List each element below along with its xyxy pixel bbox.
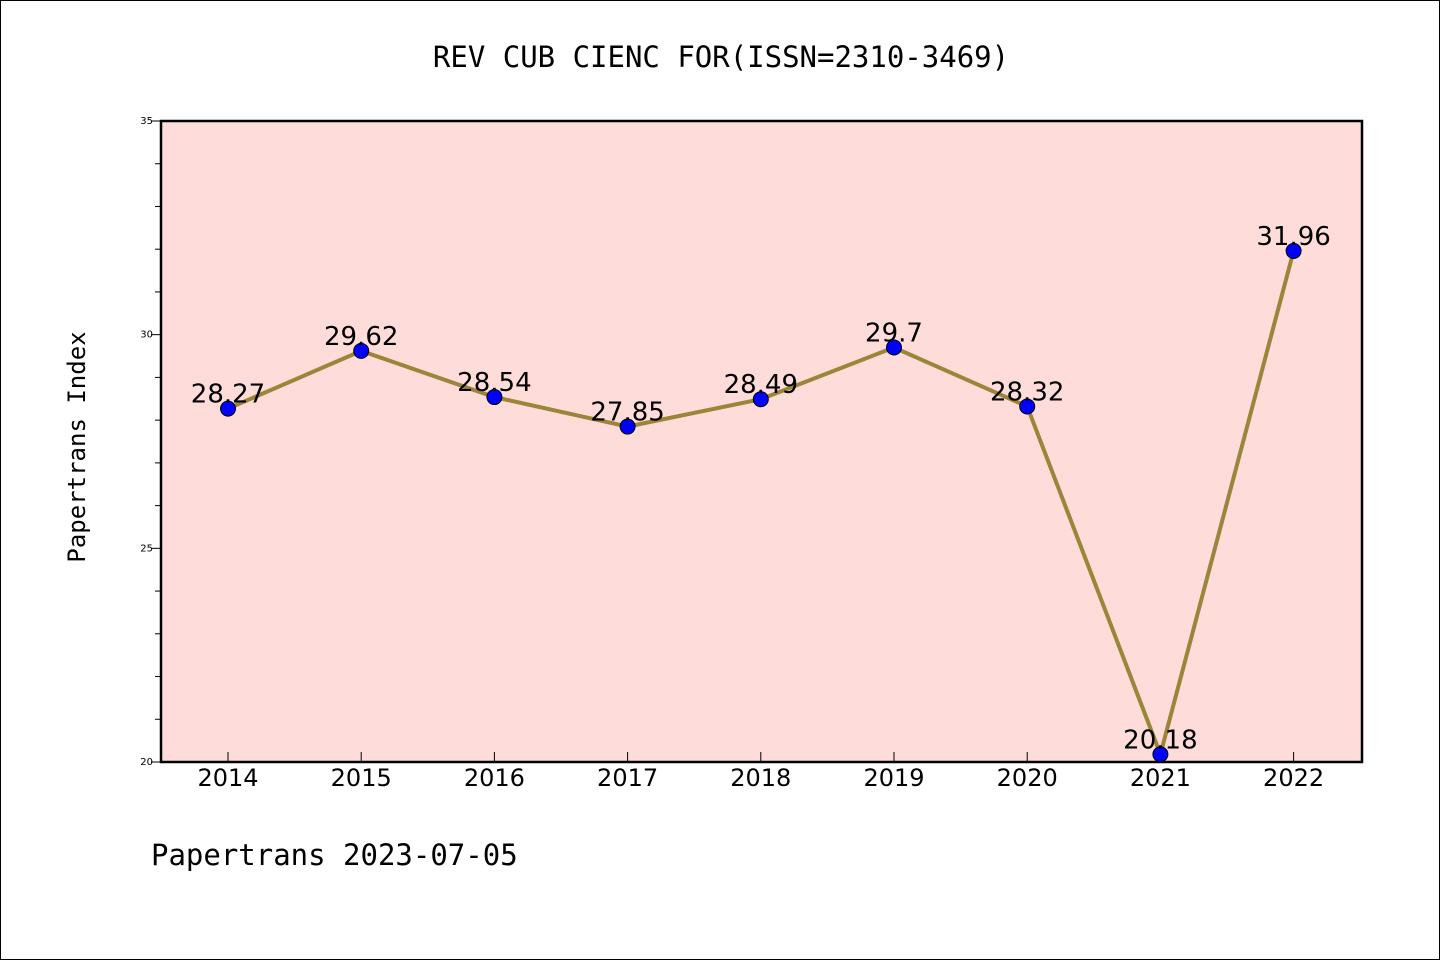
data-label: 28.49 [724,370,798,400]
data-label: 28.32 [990,377,1064,407]
y-tick-label: 25 [140,543,153,554]
data-point [1019,398,1036,415]
y-tick-label: 30 [140,330,153,341]
x-tick-label: 2016 [464,764,525,792]
data-label: 28.27 [191,380,265,410]
data-point [1285,242,1302,259]
footer-text: Papertrans 2023-07-05 [151,838,518,872]
x-tick-label: 2022 [1263,764,1324,792]
x-tick-label: 2015 [331,764,392,792]
x-tick-label: 2021 [1130,764,1191,792]
data-point [886,339,902,356]
data-label: 27.85 [590,398,664,428]
data-point [752,391,769,408]
x-tick-label: 2017 [597,764,658,792]
data-point [486,389,503,406]
data-label: 20.18 [1123,725,1197,755]
data-label: 29.62 [324,322,398,352]
data-points [220,242,1302,763]
y-tick-label: 20 [140,757,153,768]
data-label: 31.96 [1256,222,1330,252]
y-tick-label: 35 [140,116,153,127]
data-label: 28.54 [457,368,531,398]
chart-title: REV CUB CIENC FOR(ISSN=2310-3469) [433,40,1009,74]
x-axis: 2014 2015 2016 2017 2018 2019 2020 2021 2022 [197,752,1324,792]
data-point [220,400,236,417]
data-point [1152,746,1169,763]
x-tick-label: 2014 [197,764,258,792]
data-label: 29.7 [865,318,923,348]
y-axis: 20 25 30 35 [140,116,161,768]
data-labels: 28.27 29.62 28.54 27.85 28.49 29.7 28.32 20.18 3… [191,222,1331,755]
x-tick-label: 2020 [997,764,1058,792]
data-point [619,418,636,435]
plot-area [159,119,1364,764]
x-tick-label: 2018 [730,764,791,792]
x-tick-label: 2019 [863,764,924,792]
data-point [353,342,370,359]
y-axis-label: Papertrans Index [63,331,91,562]
